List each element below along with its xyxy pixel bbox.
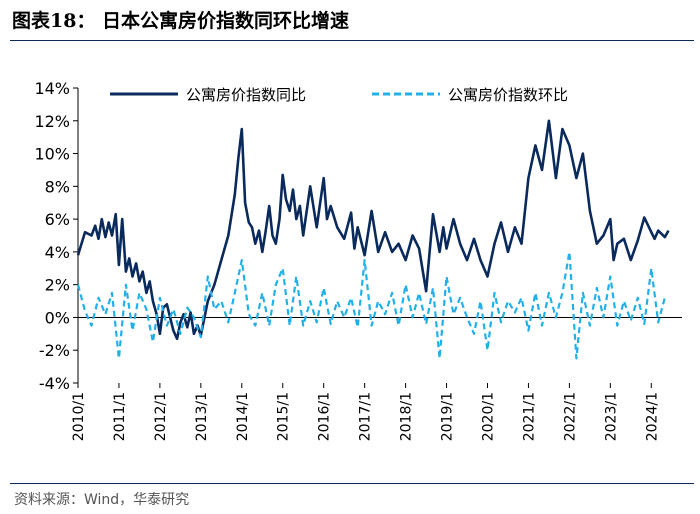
y-tick-label: 6%: [45, 210, 70, 229]
x-tick-label: 2020/1: [480, 392, 496, 441]
x-tick-label: 2014/1: [235, 392, 251, 441]
legend-label-mom: 公寓房价指数环比: [448, 86, 568, 104]
legend: 公寓房价指数同比 公寓房价指数环比: [110, 86, 568, 104]
series-line-yoy: [76, 119, 670, 341]
x-tick-label: 2013/1: [194, 392, 210, 441]
x-tick-label: 2017/1: [358, 392, 374, 441]
series-line-mom: [76, 250, 666, 360]
title-bar: 图表18： 日本公寓房价指数同环比增速: [0, 0, 700, 44]
source-rule: [10, 483, 694, 484]
axes: -4% -2% 0% 2% 4% 6% 8% 10% 12% 14% 2010/1 2011/1 201…: [34, 79, 682, 441]
y-tick-label: 2%: [45, 276, 70, 295]
x-tick-label: 2010/1: [71, 392, 87, 441]
x-tick-label: 2019/1: [440, 392, 456, 441]
y-tick-label: 14%: [34, 79, 70, 98]
x-tick-label: 2016/1: [317, 392, 333, 441]
y-tick-label: 0%: [45, 308, 70, 327]
y-tick-label: 8%: [45, 177, 70, 196]
x-tick-label: 2011/1: [112, 392, 128, 441]
x-tick-label: 2022/1: [562, 392, 578, 441]
series-layer: [76, 119, 670, 360]
legend-label-yoy: 公寓房价指数同比: [186, 86, 306, 104]
x-tick-label: 2015/1: [276, 392, 292, 441]
figure-title: 图表18： 日本公寓房价指数同环比增速: [12, 10, 350, 32]
title-rule: [10, 40, 694, 41]
y-tick-label: 12%: [34, 112, 70, 131]
x-tick-label: 2012/1: [153, 392, 169, 441]
x-tick-label: 2024/1: [644, 392, 660, 441]
x-tick-label: 2021/1: [521, 392, 537, 441]
y-tick-label: -2%: [39, 341, 70, 360]
x-tick-label: 2018/1: [399, 392, 415, 441]
x-tick-label: 2023/1: [603, 392, 619, 441]
y-tick-label: 10%: [34, 145, 70, 164]
source-note: 资料来源：Wind，华泰研究: [14, 492, 190, 508]
y-tick-label: 4%: [45, 243, 70, 262]
y-tick-label: -4%: [39, 374, 70, 393]
